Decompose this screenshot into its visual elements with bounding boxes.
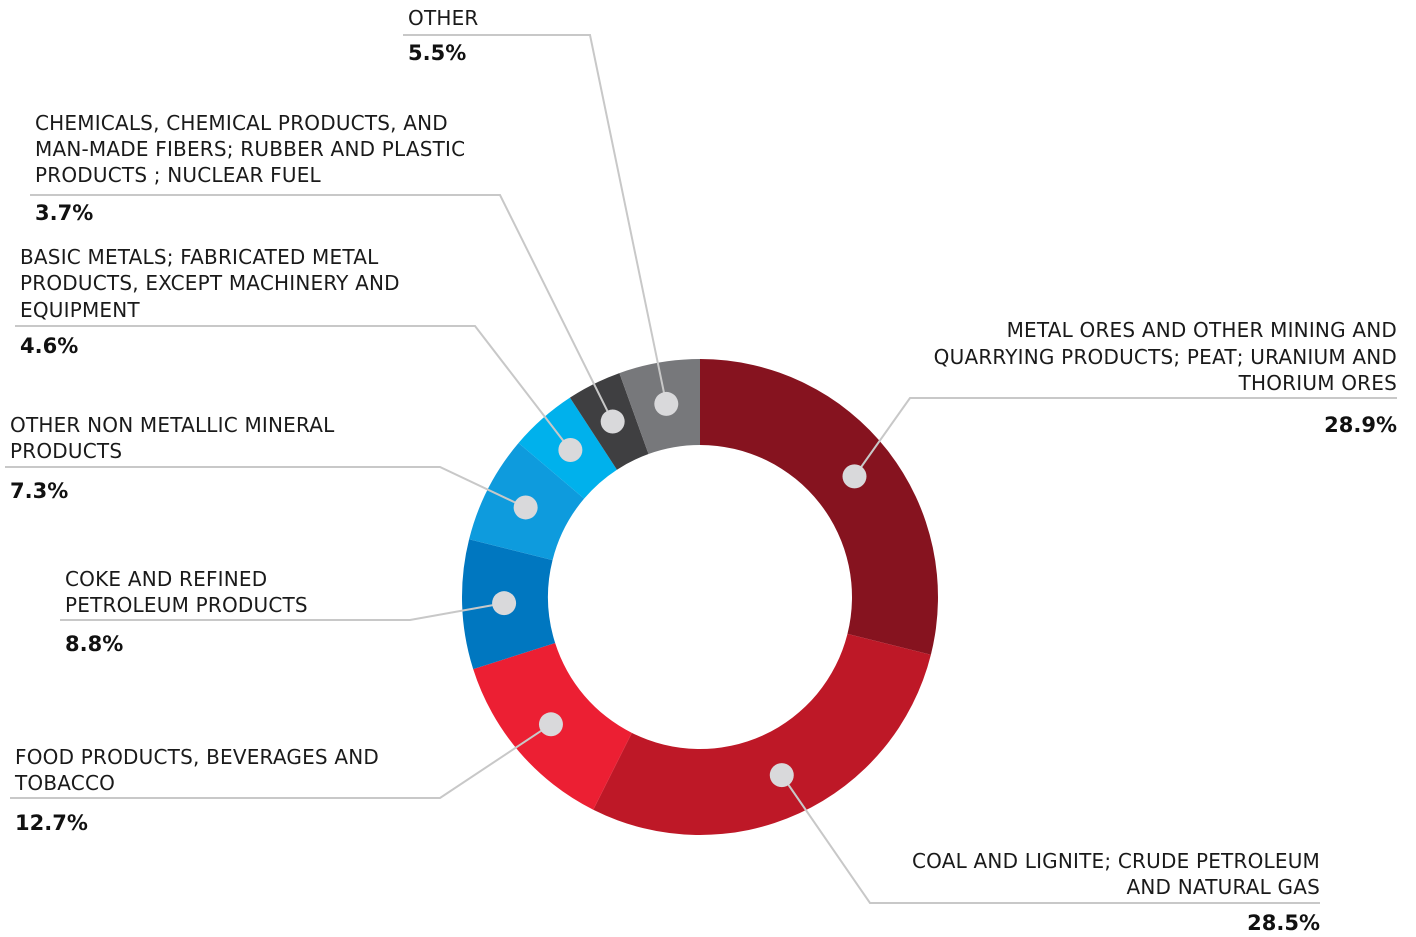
slice-labels: METAL ORES AND OTHER MINING AND QUARRYING… bbox=[10, 6, 1397, 935]
leader-line-3 bbox=[10, 723, 552, 799]
leader-line-7 bbox=[30, 194, 614, 422]
slice-marker-4 bbox=[492, 591, 517, 616]
slice-value-4: 8.8% bbox=[65, 632, 123, 656]
slice-label-7-line-1: CHEMICALS, CHEMICAL PRODUCTS, AND bbox=[35, 111, 448, 135]
slice-value-3: 12.7% bbox=[15, 811, 88, 835]
leader-line-4 bbox=[60, 602, 505, 621]
leader-line-8 bbox=[403, 34, 668, 405]
slice-label-8-line-1: OTHER bbox=[408, 6, 479, 30]
slice-label-4-line-2: PETROLEUM PRODUCTS bbox=[65, 593, 308, 617]
slice-marker-5 bbox=[513, 495, 538, 520]
leader-line-2 bbox=[780, 774, 1320, 904]
leader-line-5 bbox=[5, 466, 527, 509]
slice-marker-6 bbox=[558, 437, 583, 462]
slice-value-5: 7.3% bbox=[10, 479, 68, 503]
slice-markers bbox=[492, 391, 867, 788]
slice-marker-1 bbox=[842, 464, 867, 489]
slice-label-1-line-1: METAL ORES AND OTHER MINING AND bbox=[1007, 318, 1397, 342]
slice-value-1: 28.9% bbox=[1324, 413, 1397, 437]
slice-label-1-line-3: THORIUM ORES bbox=[1238, 371, 1397, 395]
slice-value-6: 4.6% bbox=[20, 334, 78, 358]
slice-label-2-line-2: AND NATURAL GAS bbox=[1127, 875, 1321, 899]
slice-marker-7 bbox=[600, 409, 625, 434]
slice-label-6-line-3: EQUIPMENT bbox=[20, 298, 140, 322]
slice-value-7: 3.7% bbox=[35, 201, 93, 225]
slice-label-3-line-2: TOBACCO bbox=[14, 771, 115, 795]
slice-label-5-line-2: PRODUCTS bbox=[10, 439, 122, 463]
slice-label-5-line-1: OTHER NON METALLIC MINERAL bbox=[10, 413, 335, 437]
slice-value-2: 28.5% bbox=[1247, 911, 1320, 935]
slice-label-2-line-1: COAL AND LIGNITE; CRUDE PETROLEUM bbox=[912, 849, 1320, 873]
slice-marker-3 bbox=[538, 712, 563, 737]
leader-line-6 bbox=[15, 325, 572, 451]
slice-label-6-line-2: PRODUCTS, EXCEPT MACHINERY AND bbox=[20, 271, 400, 295]
leader-line-1 bbox=[853, 397, 1397, 477]
slice-value-8: 5.5% bbox=[408, 41, 466, 65]
leader-lines bbox=[5, 34, 1397, 904]
slice-2 bbox=[593, 633, 931, 835]
slice-label-6-line-1: BASIC METALS; FABRICATED METAL bbox=[20, 245, 379, 269]
slice-1 bbox=[700, 359, 939, 655]
slice-marker-8 bbox=[654, 391, 679, 416]
slice-label-7-line-3: PRODUCTS ; NUCLEAR FUEL bbox=[35, 163, 322, 187]
slice-marker-2 bbox=[769, 763, 794, 788]
slices bbox=[462, 359, 939, 835]
slice-label-7-line-2: MAN-MADE FIBERS; RUBBER AND PLASTIC bbox=[35, 137, 465, 161]
slice-label-1-line-2: QUARRYING PRODUCTS; PEAT; URANIUM AND bbox=[934, 345, 1397, 369]
slice-label-4-line-1: COKE AND REFINED bbox=[65, 567, 267, 591]
slice-label-3-line-1: FOOD PRODUCTS, BEVERAGES AND bbox=[15, 745, 379, 769]
